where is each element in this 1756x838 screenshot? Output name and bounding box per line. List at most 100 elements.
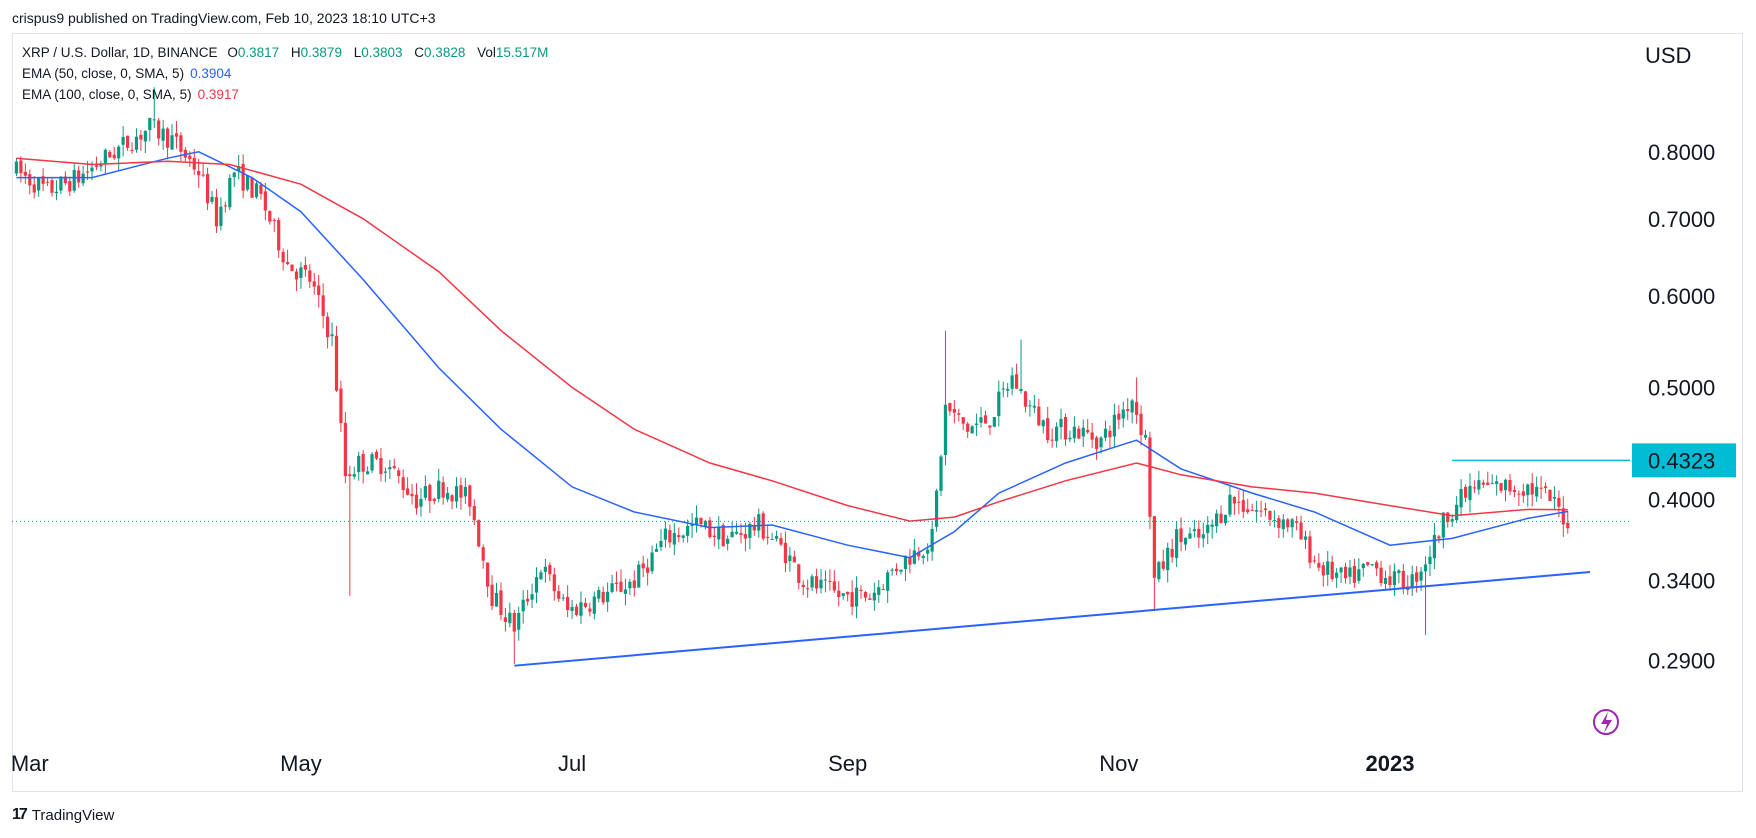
- volume-key: Vol: [477, 45, 496, 60]
- candle-body: [890, 569, 894, 571]
- price-axis[interactable]: 0.8000 0.7000 0.6000 0.5000 0.4000 0.3400 0.29…: [1648, 140, 1715, 674]
- support-trendline[interactable]: [514, 570, 1591, 667]
- candle-body: [708, 520, 712, 538]
- candle-body: [1543, 486, 1548, 489]
- candle-body: [552, 574, 556, 592]
- legend-ema100-row[interactable]: EMA (100, close, 0, SMA, 5) 0.3917: [22, 87, 239, 102]
- candle-body: [1397, 570, 1401, 574]
- candle-body: [619, 581, 623, 592]
- candle-body: [877, 587, 881, 595]
- footer-logo[interactable]: 17 TradingView: [12, 806, 114, 824]
- candle-body: [1481, 482, 1485, 485]
- candle-body: [77, 170, 81, 183]
- candle-body: [1459, 489, 1463, 508]
- legend-symbol-row[interactable]: XRP / U.S. Dollar, 1D, BINANCE O0.3817 H…: [22, 45, 556, 60]
- axis-unit-label[interactable]: USD: [1645, 43, 1692, 68]
- candle-body: [534, 577, 539, 593]
- candle-body: [472, 506, 476, 521]
- candle-body: [468, 485, 472, 507]
- candle-body: [1419, 571, 1423, 581]
- candle-body: [1392, 571, 1397, 586]
- ohlc-high-key: H: [290, 45, 301, 60]
- candle-body: [979, 417, 983, 423]
- candle-body: [1032, 405, 1036, 408]
- candle-body: [730, 531, 734, 538]
- ema100-label: EMA (100, close, 0, SMA, 5): [22, 87, 192, 102]
- candle-body: [579, 602, 583, 616]
- candle-body: [526, 598, 530, 602]
- candle-body: [1215, 513, 1219, 527]
- candle-body: [668, 530, 672, 543]
- volume-value: 15.517M: [495, 45, 549, 60]
- candle-body: [223, 205, 227, 207]
- candle-body: [917, 551, 921, 557]
- ema100-value: 0.3917: [197, 87, 239, 102]
- candle-body: [530, 594, 534, 600]
- candle-body: [1148, 437, 1152, 517]
- candle-body: [1423, 564, 1428, 572]
- y-tick-label: 0.4000: [1648, 487, 1715, 512]
- x-tick-label: Nov: [1099, 751, 1138, 776]
- candle-body: [939, 456, 943, 491]
- candle-body: [379, 457, 383, 475]
- replay-icon[interactable]: [1593, 709, 1619, 735]
- candle-body: [325, 316, 330, 338]
- ema50-line[interactable]: [16, 151, 1568, 559]
- candle-body: [1450, 519, 1454, 522]
- candle-body: [1321, 565, 1325, 576]
- time-axis[interactable]: Mar May Jul Sep Nov 2023: [11, 751, 1415, 776]
- candle-body: [1157, 562, 1161, 580]
- publisher-line: crispus9 published on TradingView.com, F…: [12, 10, 436, 26]
- candle-body: [317, 285, 321, 296]
- candle-body: [1197, 528, 1201, 538]
- candle-body: [952, 409, 956, 413]
- ema50-label: EMA (50, close, 0, SMA, 5): [22, 66, 185, 81]
- candle-body: [1477, 480, 1481, 490]
- candle-body: [832, 581, 836, 591]
- candle-body: [130, 149, 134, 151]
- candle-body: [45, 181, 50, 183]
- candle-body: [1223, 514, 1228, 524]
- candlesticks: [14, 87, 1570, 664]
- candle-body: [1535, 486, 1539, 497]
- candle-body: [192, 157, 196, 170]
- candle-body: [1259, 510, 1263, 512]
- candle-body: [388, 467, 392, 470]
- candle-body: [810, 576, 814, 588]
- footer-logo-text: TradingView: [31, 806, 115, 824]
- candle-body: [432, 498, 436, 502]
- candle-body: [1103, 428, 1108, 438]
- candle-body: [1317, 562, 1321, 568]
- candle-body: [406, 488, 410, 495]
- candle-body: [686, 525, 690, 536]
- candle-body: [677, 535, 681, 538]
- candle-body: [1299, 522, 1303, 540]
- candle-body: [1108, 430, 1112, 438]
- candle-body: [72, 169, 76, 191]
- candle-body: [1099, 437, 1103, 448]
- candle-body: [1081, 427, 1085, 437]
- candle-body: [503, 617, 508, 622]
- chart-frame[interactable]: [12, 33, 1743, 792]
- candle-body: [1348, 567, 1352, 577]
- candle-body: [903, 555, 908, 570]
- candle-body: [1228, 494, 1232, 515]
- candle-body: [1446, 512, 1450, 523]
- candle-body: [1170, 548, 1174, 558]
- candle-body: [628, 581, 632, 589]
- candle-body: [988, 425, 992, 428]
- candle-body: [863, 592, 868, 598]
- legend-ema50-row[interactable]: EMA (50, close, 0, SMA, 5) 0.3904: [22, 66, 231, 81]
- candle-body: [343, 422, 347, 477]
- tradingview-logo-icon: 17: [12, 806, 28, 823]
- candle-body: [499, 590, 503, 615]
- candle-body: [392, 466, 396, 469]
- candle-body: [1046, 418, 1050, 441]
- candle-body: [437, 480, 441, 499]
- candle-body: [659, 540, 663, 548]
- candle-body: [125, 135, 130, 148]
- candle-body: [63, 176, 67, 184]
- ema100-line[interactable]: [16, 157, 1568, 522]
- candle-body: [481, 547, 485, 561]
